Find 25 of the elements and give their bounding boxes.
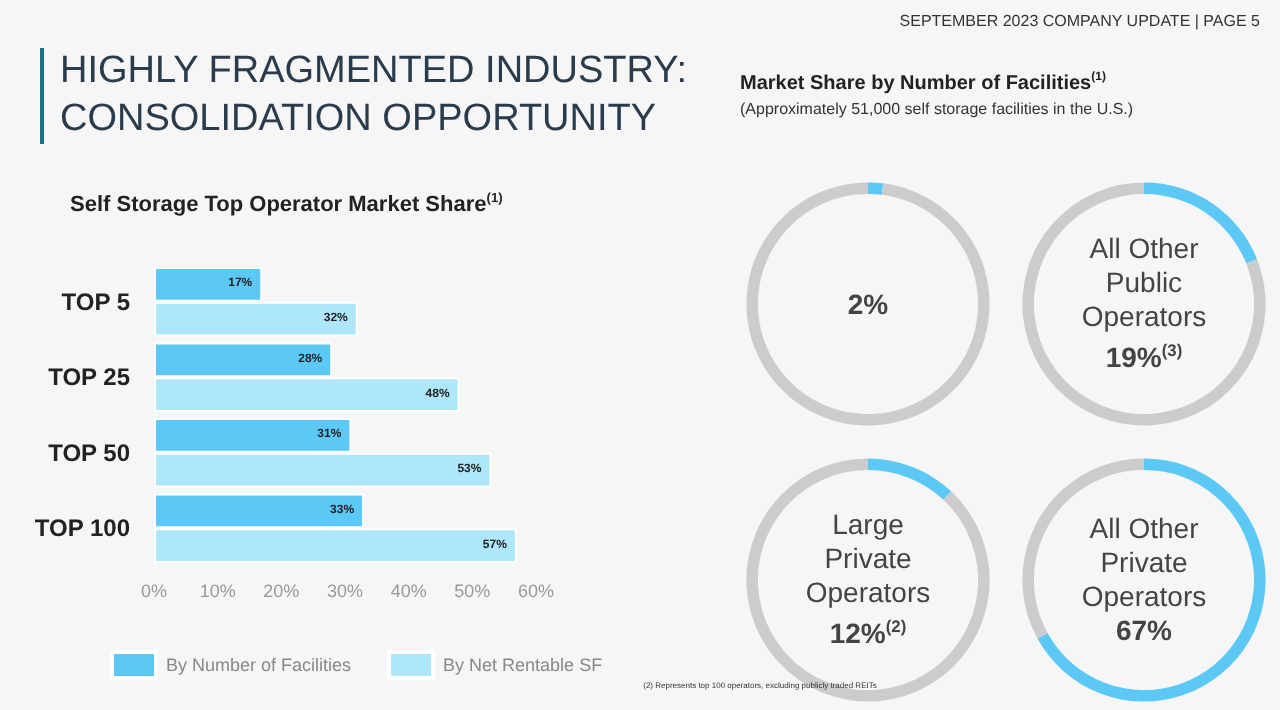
slice-label: Large Private Operators xyxy=(803,508,933,611)
data-label: 2% xyxy=(847,287,889,321)
slice-label: All Other Public Operators xyxy=(1079,232,1209,335)
data-label: 19%$^{(3)}$ xyxy=(1105,338,1183,376)
text: HIGHLY FRAGMENTED INDUSTRY: CONSOLIDATION OPPORTUNITY xyxy=(40,48,700,144)
y-tick-label: TOP 50 xyxy=(48,438,131,467)
x-tick-label: 20% xyxy=(263,581,300,601)
y-tick-label: TOP 100 xyxy=(34,514,131,543)
x-tick-label: 0% xyxy=(140,581,168,601)
chart-subtitle: (Approximately 51,000 self storage facilities in the U.S.) xyxy=(740,100,1134,118)
chart-title: Self Storage Top Operator Market Share$^{(1)}$ xyxy=(70,192,503,218)
text: SEPTEMBER 2023 COMPANY UPDATE | PAGE 5 xyxy=(897,12,1260,30)
x-tick-label: 10% xyxy=(199,581,236,601)
x-tick-label: 50% xyxy=(454,581,491,601)
data-label: 12%$^{(2)}$ xyxy=(829,614,907,652)
y-tick-label: TOP 25 xyxy=(48,363,131,392)
x-tick-label: 40% xyxy=(390,581,427,601)
slice-label: All Other Private Operators xyxy=(1079,512,1209,614)
legend-label: By Number of Facilities xyxy=(166,655,353,675)
x-tick-label: 30% xyxy=(326,581,364,601)
data-label: 67% xyxy=(1115,614,1173,648)
legend-label: By Net Rentable SF xyxy=(443,655,604,675)
chart-title: Market Share by Number of Facilities$^{(1)}$ xyxy=(740,72,1106,95)
y-tick-label: TOP 5 xyxy=(61,287,131,316)
x-tick-label: 60% xyxy=(517,581,555,601)
